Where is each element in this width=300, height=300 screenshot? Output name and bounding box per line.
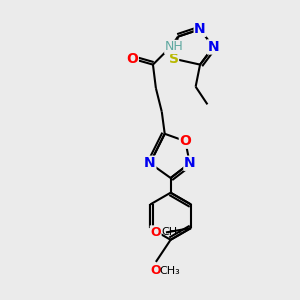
- Text: CH₃: CH₃: [159, 266, 180, 276]
- Text: N: N: [194, 22, 206, 36]
- Text: O: O: [179, 134, 191, 148]
- Text: N: N: [184, 156, 196, 170]
- Text: CH₃: CH₃: [162, 227, 182, 237]
- Text: N: N: [144, 156, 156, 170]
- Text: S: S: [169, 52, 178, 66]
- Text: N: N: [208, 40, 219, 54]
- Text: O: O: [150, 226, 161, 239]
- Text: NH: NH: [165, 40, 184, 53]
- Text: O: O: [151, 264, 161, 277]
- Text: O: O: [126, 52, 138, 66]
